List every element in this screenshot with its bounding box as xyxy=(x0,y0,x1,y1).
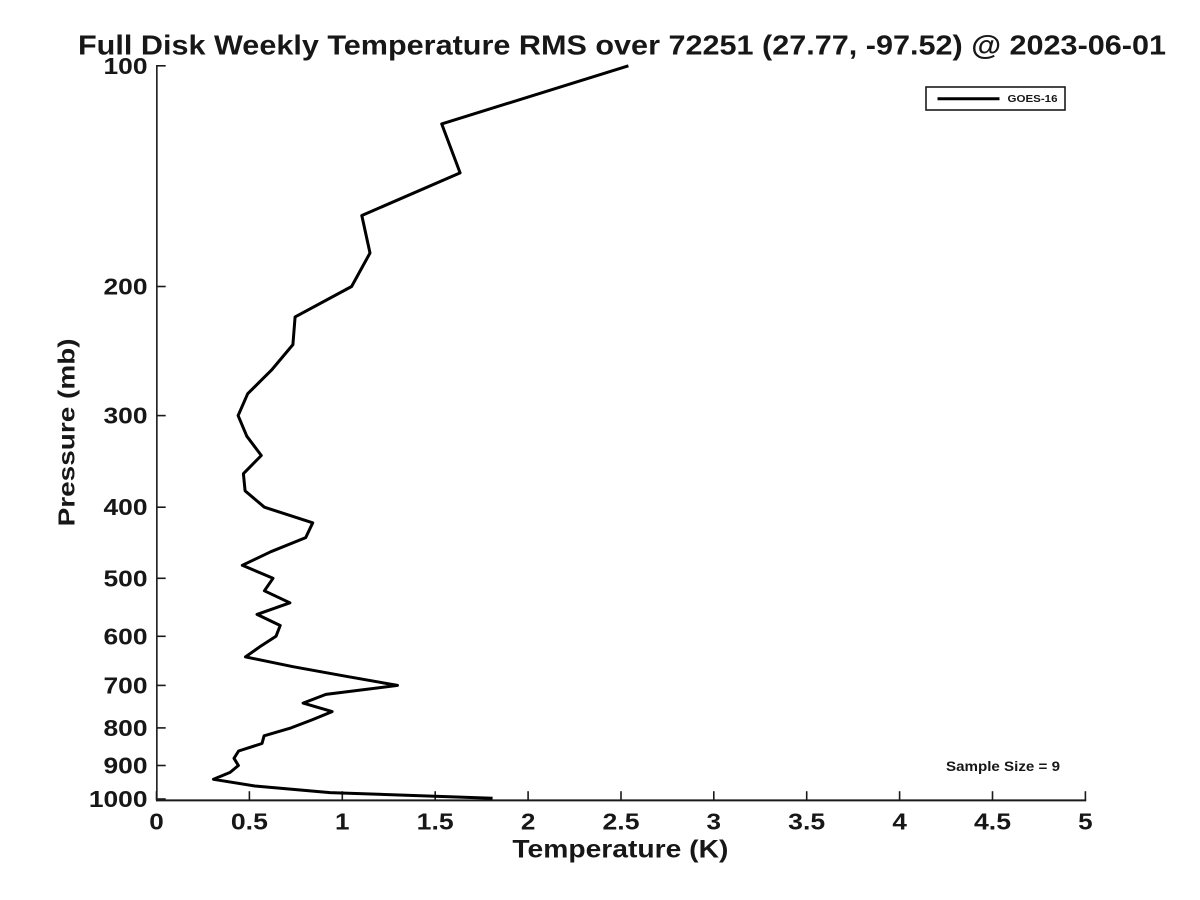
svg-text:400: 400 xyxy=(104,494,148,520)
svg-text:2: 2 xyxy=(521,809,536,835)
svg-text:3.5: 3.5 xyxy=(788,809,825,835)
svg-text:600: 600 xyxy=(104,623,148,649)
svg-text:900: 900 xyxy=(104,753,148,779)
svg-text:Pressure (mb): Pressure (mb) xyxy=(54,338,80,526)
svg-text:0: 0 xyxy=(149,809,164,835)
svg-text:800: 800 xyxy=(104,715,148,741)
svg-text:0.5: 0.5 xyxy=(231,809,268,835)
svg-text:Temperature (K): Temperature (K) xyxy=(512,835,728,863)
svg-text:1.5: 1.5 xyxy=(417,809,454,835)
svg-text:4.5: 4.5 xyxy=(974,809,1011,835)
svg-text:Full Disk Weekly Temperature R: Full Disk Weekly Temperature RMS over 72… xyxy=(78,29,1166,60)
svg-text:GOES-16: GOES-16 xyxy=(1008,94,1058,105)
svg-text:5: 5 xyxy=(1078,809,1093,835)
svg-text:1: 1 xyxy=(335,809,350,835)
svg-text:4: 4 xyxy=(892,809,907,835)
svg-text:300: 300 xyxy=(104,403,148,429)
svg-text:500: 500 xyxy=(104,565,148,591)
svg-text:2.5: 2.5 xyxy=(603,809,640,835)
svg-text:100: 100 xyxy=(104,53,148,79)
svg-text:3: 3 xyxy=(707,809,722,835)
svg-text:Sample Size = 9: Sample Size = 9 xyxy=(946,758,1060,774)
svg-text:200: 200 xyxy=(104,274,148,300)
svg-text:1000: 1000 xyxy=(89,786,148,812)
svg-text:700: 700 xyxy=(104,672,148,698)
